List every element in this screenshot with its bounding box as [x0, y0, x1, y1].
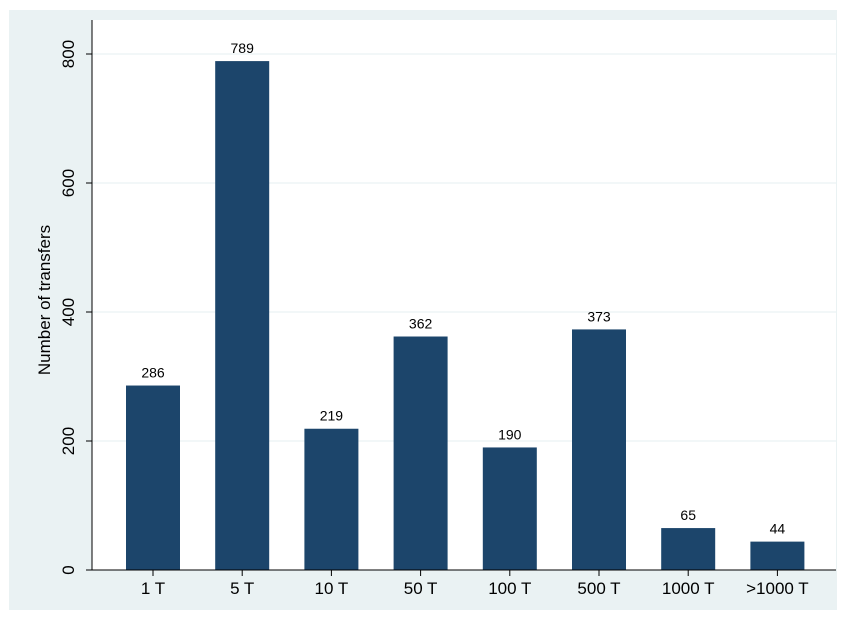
bar [393, 336, 448, 570]
x-axis-ticks: 1 T 5 T 10 T 50 T 100 T 500 T 1000 T >1000 T [141, 570, 809, 598]
bar [482, 447, 537, 570]
x-tick-label: >1000 T [746, 579, 809, 598]
x-tick-label: 100 T [488, 579, 531, 598]
bar-value-label: 65 [680, 507, 696, 523]
bar [126, 385, 180, 570]
bar [304, 428, 359, 570]
bars [126, 61, 805, 570]
y-tick-label: 600 [59, 169, 78, 197]
bar-value-label: 44 [770, 521, 786, 537]
bar-value-label: 190 [498, 426, 522, 442]
x-tick-label: 1000 T [662, 579, 715, 598]
plot-area [92, 20, 836, 570]
x-tick-label: 500 T [577, 579, 620, 598]
bar-value-labels: 286 789 219 362 190 373 65 44 [141, 40, 785, 537]
x-tick-label: 10 T [315, 579, 349, 598]
bar [661, 528, 716, 570]
x-tick-label: 1 T [141, 579, 165, 598]
y-tick-label: 800 [59, 40, 78, 68]
x-tick-label: 5 T [230, 579, 254, 598]
bar [750, 541, 805, 570]
bar-value-label: 219 [320, 408, 344, 424]
bar-value-label: 362 [409, 316, 433, 332]
x-tick-label: 50 T [404, 579, 438, 598]
y-tick-label: 0 [59, 565, 78, 574]
y-axis-ticks: 0 200 400 600 800 [59, 40, 92, 575]
bar-value-label: 286 [141, 365, 165, 381]
y-axis-title: Number of transfers [35, 225, 54, 375]
bar [572, 329, 626, 570]
bar-value-label: 373 [587, 308, 611, 324]
y-tick-label: 200 [59, 427, 78, 455]
bar [215, 61, 270, 570]
y-tick-label: 400 [59, 298, 78, 326]
bar-value-label: 789 [231, 40, 255, 56]
